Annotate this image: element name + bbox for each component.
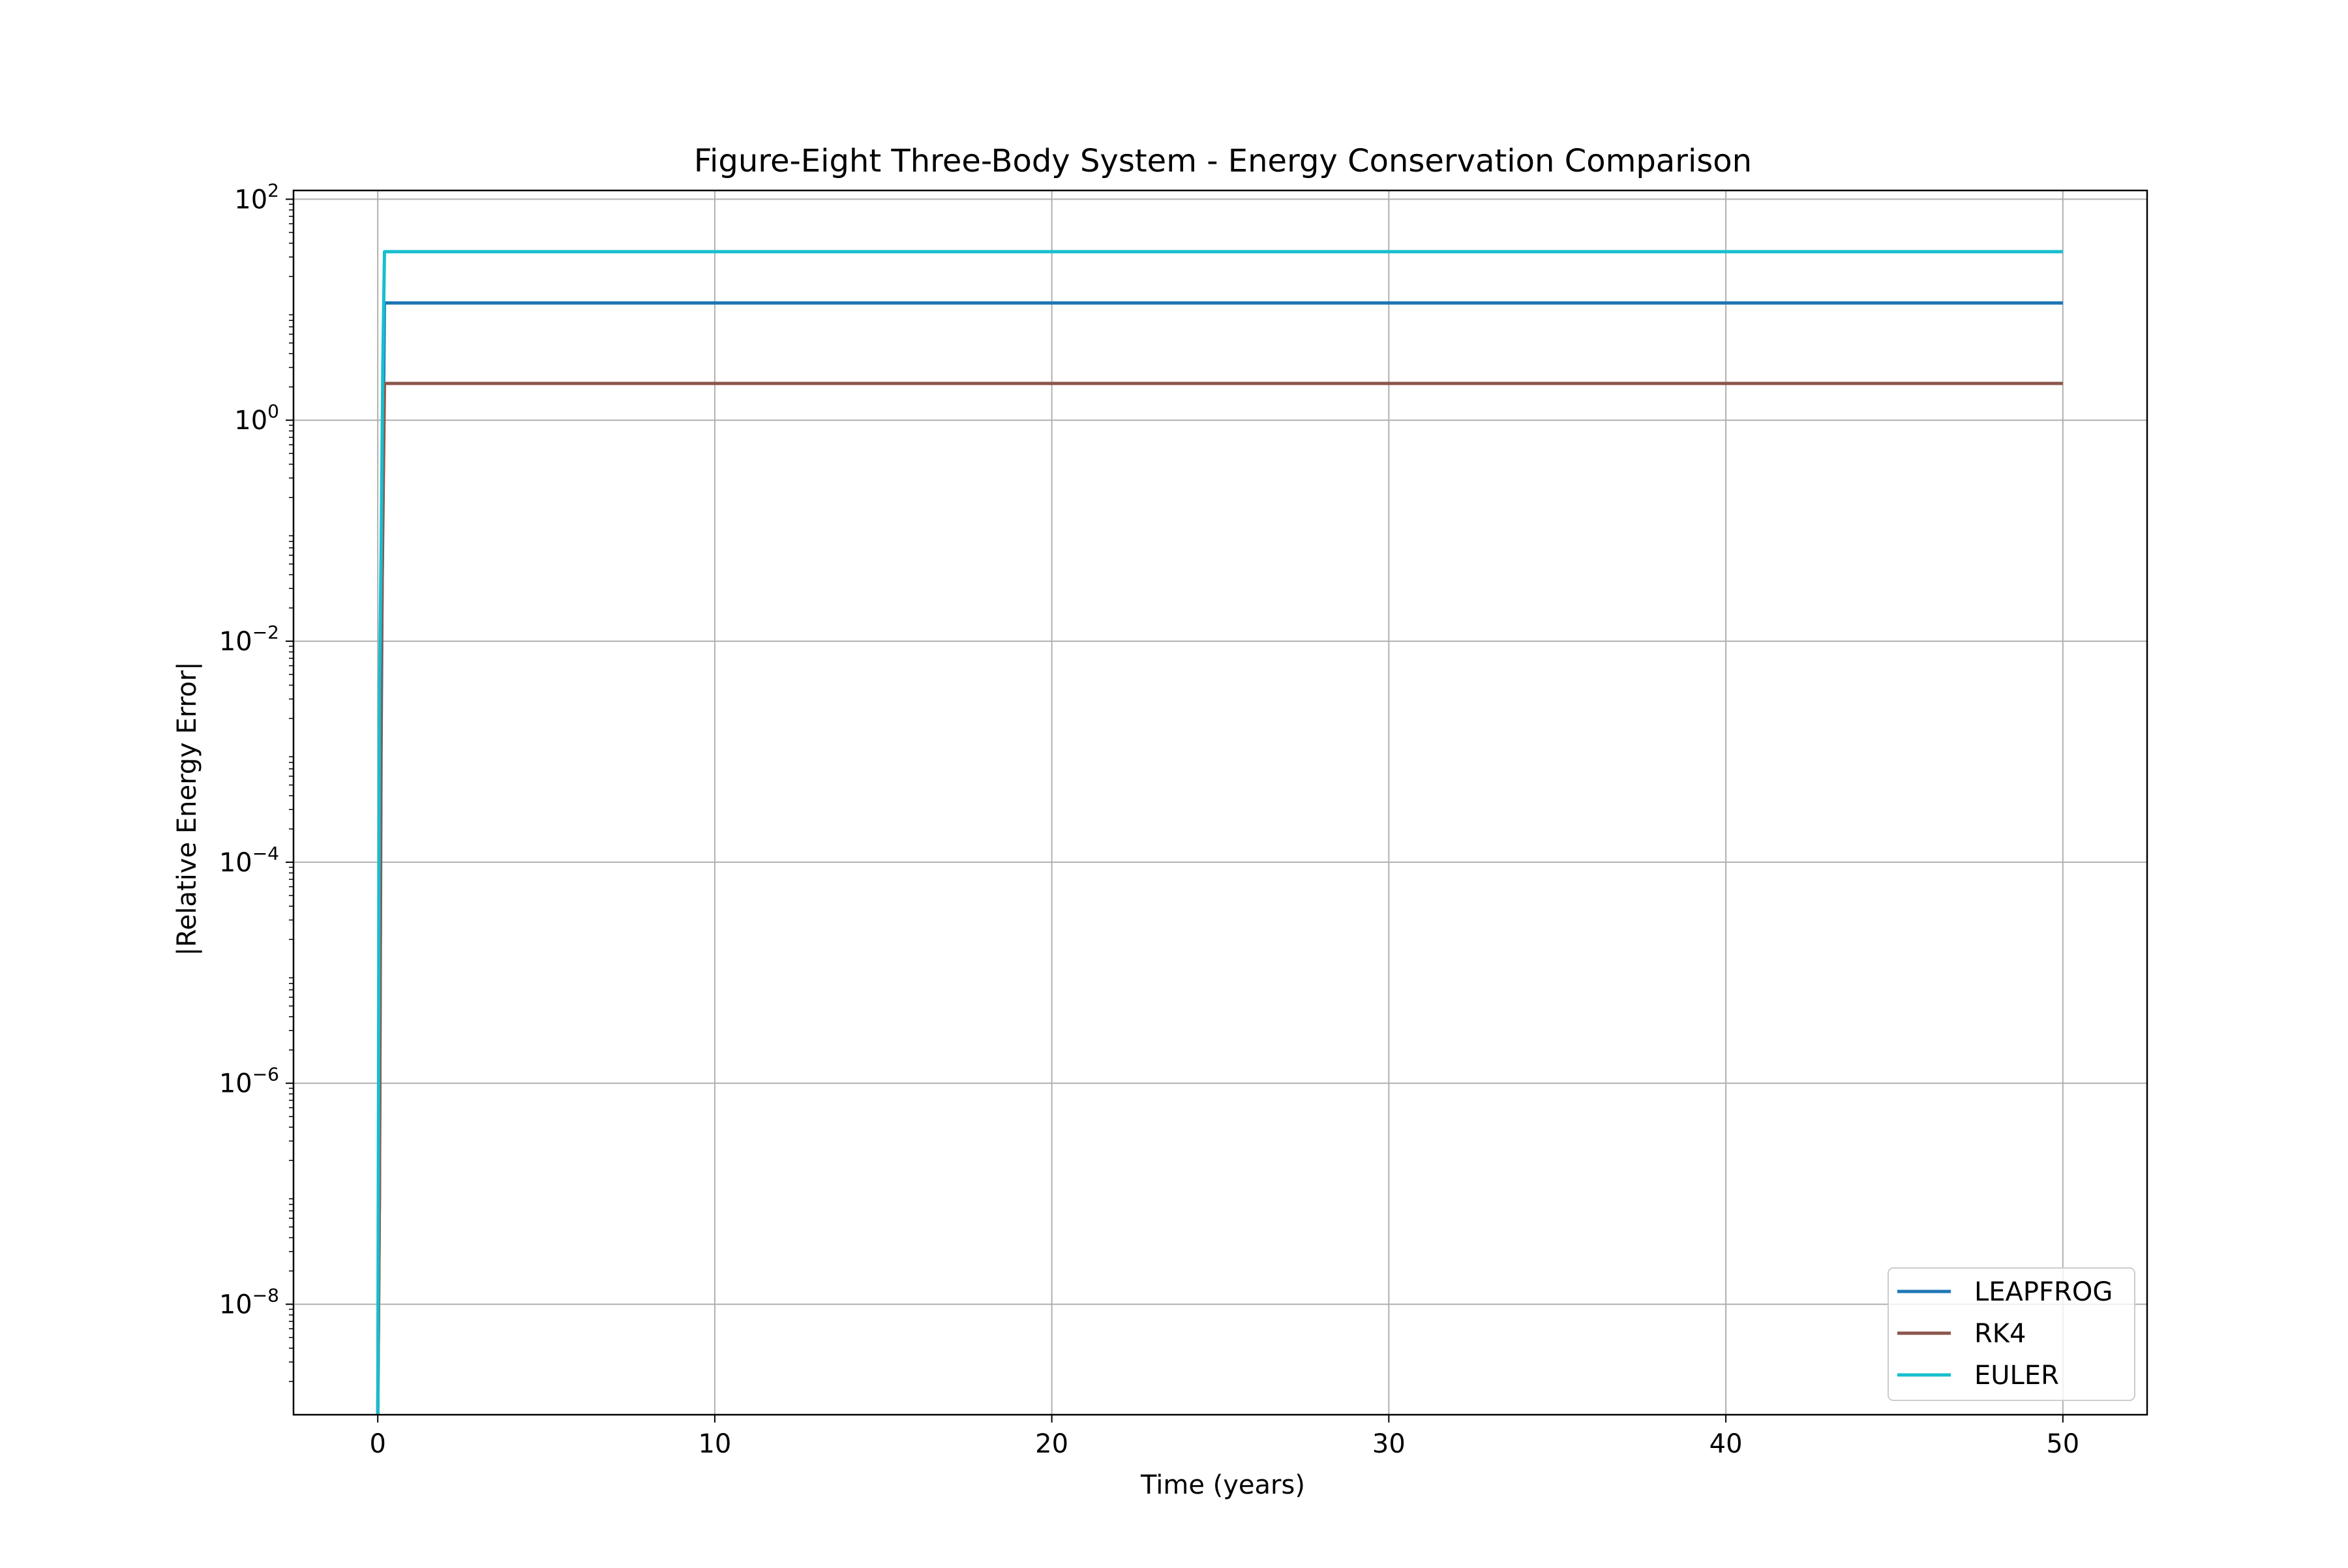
chart-title: Figure-Eight Three-Body System - Energy …	[694, 143, 1752, 179]
legend-label-rk4: RK4	[1974, 1319, 2026, 1349]
x-tick-label: 0	[369, 1429, 385, 1459]
y-axis-label: |Relative Energy Error|	[172, 661, 202, 956]
x-tick-label: 10	[698, 1429, 731, 1459]
y-tick-label: 10−6	[219, 1064, 279, 1099]
x-axis-label: Time (years)	[1140, 1470, 1305, 1500]
y-tick-label: 100	[234, 400, 279, 436]
grid-layer	[294, 190, 2147, 1415]
x-tick-label: 40	[1709, 1429, 1743, 1459]
series-line-euler	[376, 250, 2063, 1415]
legend: LEAPFROG RK4 EULER	[1888, 1267, 2135, 1401]
y-tick-label: 10−8	[219, 1285, 279, 1320]
y-tick-label: 102	[234, 179, 279, 215]
x-tick-label: 20	[1035, 1429, 1068, 1459]
series-layer	[376, 250, 2063, 1415]
x-tick-label: 50	[2046, 1429, 2079, 1459]
tick-layer: 0 10 20 30 40 50 102 100 10−2 10−4 10−6 10−8	[219, 179, 2079, 1459]
legend-box	[1888, 1267, 2135, 1401]
y-tick-label: 10−4	[219, 843, 279, 878]
plot-frame	[292, 189, 2148, 1416]
y-tick-label: 10−2	[219, 622, 279, 657]
legend-label-euler: EULER	[1974, 1361, 2059, 1391]
legend-label-leapfrog: LEAPFROG	[1974, 1277, 2113, 1307]
x-tick-label: 30	[1372, 1429, 1406, 1459]
